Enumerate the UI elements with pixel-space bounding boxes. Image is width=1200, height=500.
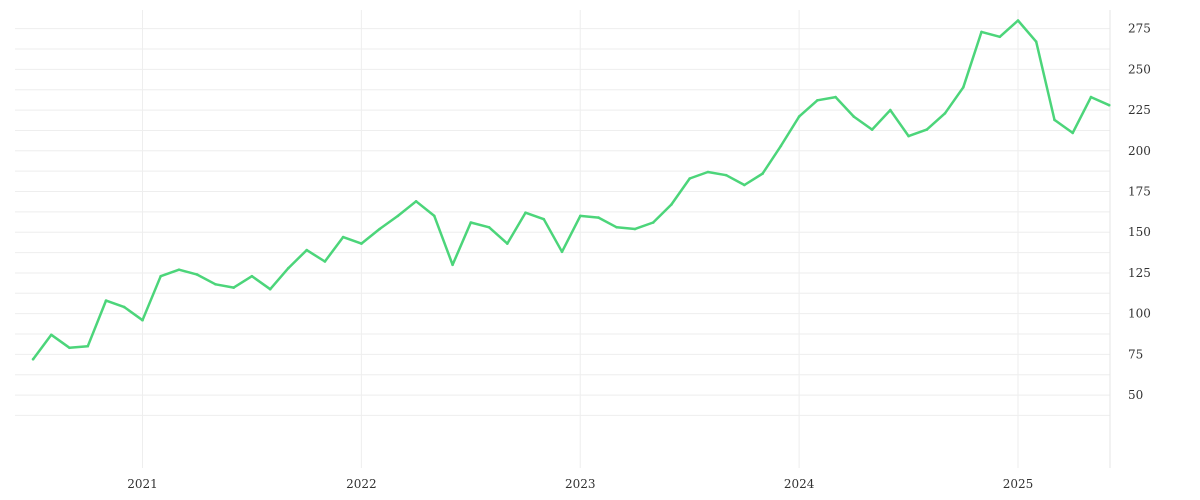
y-tick-label: 75 <box>1128 347 1143 361</box>
data-point <box>123 305 126 309</box>
y-tick-label: 175 <box>1128 185 1151 199</box>
data-point <box>688 177 691 180</box>
data-point <box>615 226 618 229</box>
data-point <box>341 235 345 239</box>
data-point <box>250 274 254 278</box>
data-point <box>998 35 1002 39</box>
grid <box>15 10 1110 468</box>
y-tick-label: 275 <box>1128 22 1151 36</box>
data-point <box>579 214 582 218</box>
data-point <box>141 318 144 322</box>
data-point <box>104 299 108 302</box>
data-point <box>706 170 710 174</box>
data-point <box>487 226 491 229</box>
y-tick-label: 250 <box>1128 62 1151 76</box>
data-point <box>50 333 53 337</box>
data-point <box>305 248 309 252</box>
y-tick-label: 225 <box>1128 103 1151 117</box>
data-point <box>1016 19 1020 22</box>
y-tick-label: 150 <box>1128 225 1151 239</box>
data-point <box>506 242 509 245</box>
y-axis: 5075100125150175200225250275300 <box>1109 10 1151 468</box>
data-point <box>414 200 418 203</box>
data-point <box>925 128 929 131</box>
data-point <box>779 144 783 148</box>
x-tick-label: 2023 <box>565 477 596 491</box>
data-point <box>214 283 217 286</box>
data-point <box>31 357 35 361</box>
data-point <box>433 214 436 218</box>
x-tick-label: 2025 <box>1003 477 1034 491</box>
data-point <box>1034 40 1038 43</box>
data-point <box>232 286 235 289</box>
data-point <box>177 268 181 272</box>
x-tick-label: 2024 <box>784 477 815 491</box>
data-point <box>743 183 746 187</box>
data-point <box>1071 131 1074 135</box>
data-point <box>962 86 965 89</box>
data-point <box>396 214 400 218</box>
data-point <box>542 217 546 221</box>
data-point <box>816 99 819 102</box>
data-point <box>323 260 327 263</box>
x-axis: 2021 2022 2023 2024 2025 <box>127 477 1033 491</box>
data-point <box>943 112 947 115</box>
data-point <box>670 203 673 206</box>
data-point <box>68 346 71 350</box>
data-point <box>268 287 272 291</box>
data-point <box>761 172 764 175</box>
data-point <box>86 344 90 348</box>
data-point <box>287 266 290 270</box>
y-tick-label: 125 <box>1128 266 1151 280</box>
data-point <box>597 216 600 219</box>
data-point <box>378 227 381 231</box>
data-point <box>834 95 837 99</box>
data-point <box>560 250 564 254</box>
data-point <box>889 108 892 112</box>
data-point <box>1107 103 1111 107</box>
data-point <box>451 263 454 267</box>
data-point <box>524 211 527 214</box>
data-point <box>980 30 983 34</box>
x-tick-label: 2021 <box>127 477 158 491</box>
y-tick-label: 200 <box>1128 144 1151 158</box>
data-point <box>870 128 874 131</box>
data-point <box>724 173 728 177</box>
y-tick-label: 50 <box>1128 388 1143 402</box>
data-point <box>797 115 801 118</box>
series-group <box>31 19 1111 361</box>
data-point <box>159 274 162 278</box>
data-point <box>852 115 856 118</box>
data-point <box>651 221 655 224</box>
data-point <box>907 134 910 138</box>
x-tick-label: 2022 <box>346 477 377 491</box>
data-point <box>469 221 473 224</box>
y-tick-label: 100 <box>1128 307 1151 321</box>
data-point <box>1053 118 1056 122</box>
data-point <box>1089 95 1093 99</box>
series-line <box>31 19 1111 361</box>
data-point <box>195 273 199 276</box>
data-point <box>360 242 363 245</box>
data-point <box>633 227 637 231</box>
